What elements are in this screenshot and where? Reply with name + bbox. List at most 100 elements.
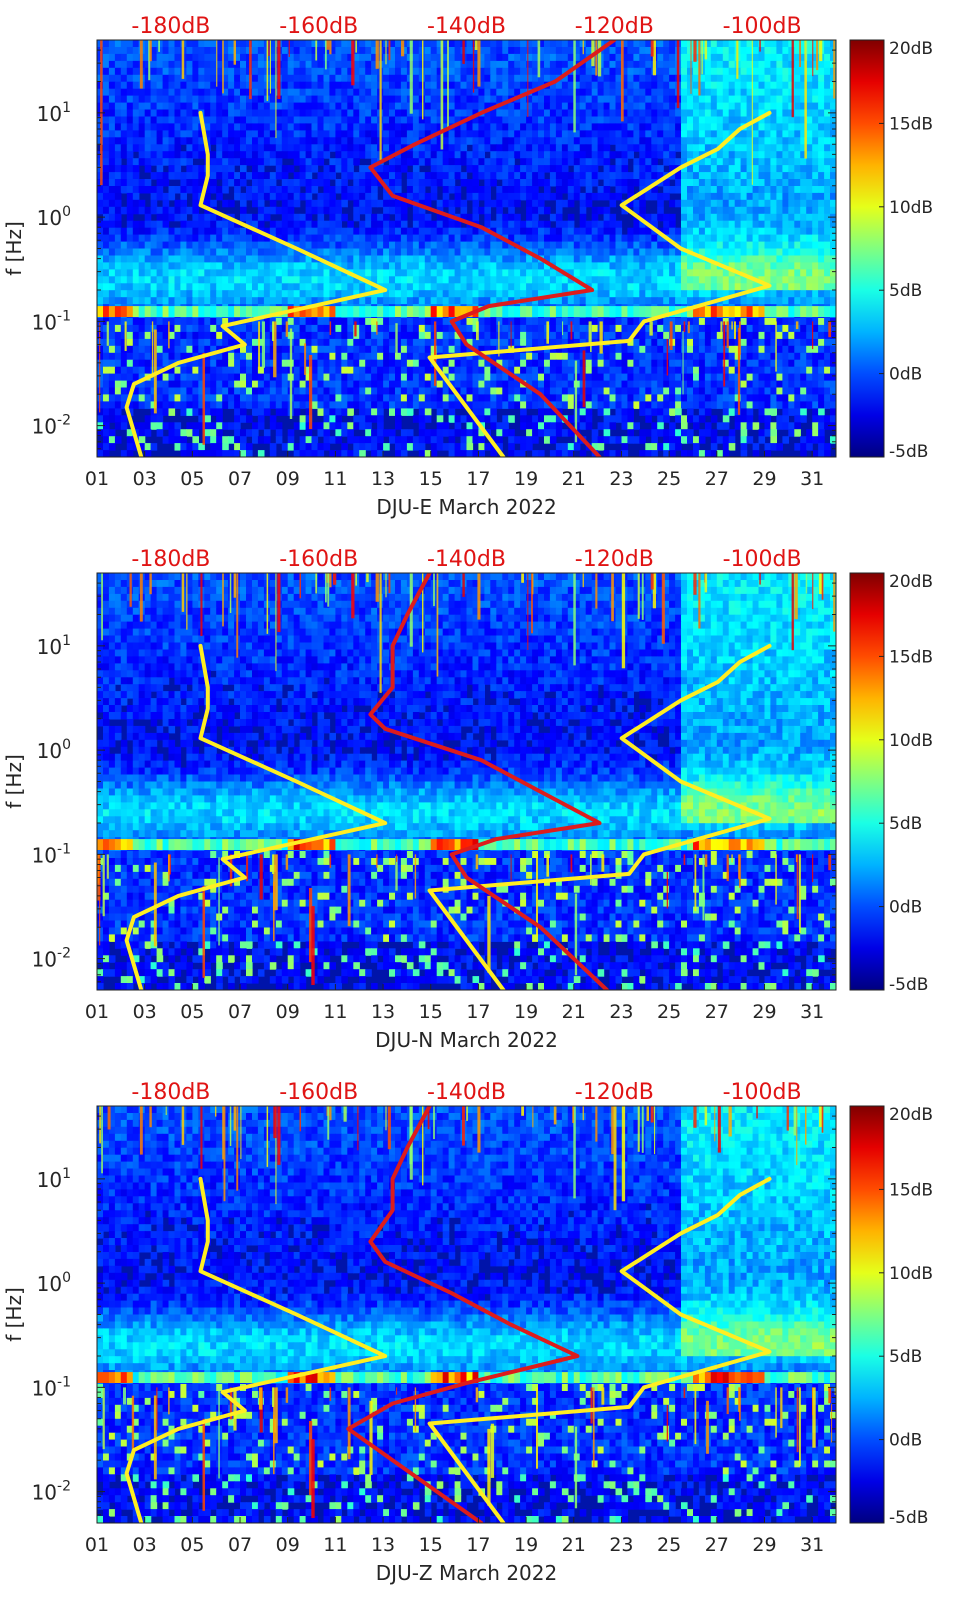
x-tick-label: 09 (276, 1001, 300, 1023)
colorbar-tick-label: 20dB (889, 572, 933, 592)
colorbar (850, 573, 884, 990)
colorbar-tick-label: 15dB (889, 114, 933, 134)
top-db-tick-label: -140dB (427, 547, 506, 572)
x-tick-label: 31 (800, 1534, 824, 1556)
x-tick-label: 07 (228, 468, 252, 490)
y-tick-label: 100 (37, 737, 71, 763)
x-tick-label: 17 (466, 1534, 490, 1556)
x-tick-label: 23 (609, 468, 633, 490)
x-tick-label: 29 (752, 1001, 776, 1023)
x-tick-label: 05 (180, 1534, 204, 1556)
x-tick-label: 17 (466, 1001, 490, 1023)
y-tick-label: 101 (37, 100, 71, 126)
colorbar-tick-label: 10dB (889, 731, 933, 751)
y-tick-label: 10-1 (32, 1374, 71, 1400)
x-tick-label: 11 (323, 468, 347, 490)
x-tick-label: 01 (85, 1001, 109, 1023)
x-tick-label: 19 (514, 1534, 538, 1556)
x-tick-label: 07 (228, 1534, 252, 1556)
colorbar-tick-label: 5dB (889, 281, 922, 301)
x-tick-label: 29 (752, 468, 776, 490)
x-tick-label: 03 (133, 1001, 157, 1023)
x-tick-label: 15 (419, 1534, 443, 1556)
x-tick-label: 15 (419, 468, 443, 490)
x-tick-label: 25 (657, 1534, 681, 1556)
y-tick-label: 100 (37, 1270, 71, 1296)
x-tick-label: 23 (609, 1001, 633, 1023)
top-db-tick-label: -140dB (427, 14, 506, 39)
x-tick-label: 21 (562, 1001, 586, 1023)
x-tick-label: 13 (371, 468, 395, 490)
y-tick-label: 101 (37, 633, 71, 659)
x-tick-label: 23 (609, 1534, 633, 1556)
x-tick-label: 01 (85, 468, 109, 490)
y-tick-label: 10-1 (32, 308, 71, 334)
x-tick-label: 15 (419, 1001, 443, 1023)
colorbar (850, 40, 884, 457)
spectrogram-image (97, 40, 837, 458)
x-tick-label: 17 (466, 468, 490, 490)
x-axis-label: DJU-N March 2022 (375, 1028, 558, 1052)
x-tick-label: 09 (276, 1534, 300, 1556)
y-axis-label: f [Hz] (2, 754, 26, 809)
x-tick-label: 31 (800, 1001, 824, 1023)
colorbar-tick-label: -5dB (889, 975, 928, 995)
x-tick-label: 21 (562, 1534, 586, 1556)
x-tick-label: 11 (323, 1001, 347, 1023)
colorbar-tick-label: 15dB (889, 1180, 933, 1200)
x-tick-label: 27 (705, 1534, 729, 1556)
colorbar-tick-label: 10dB (889, 198, 933, 218)
x-tick-label: 11 (323, 1534, 347, 1556)
x-tick-label: 25 (657, 1001, 681, 1023)
colorbar-tick-label: 20dB (889, 1105, 933, 1125)
top-db-tick-label: -100dB (723, 547, 802, 572)
top-db-tick-label: -120dB (575, 1080, 654, 1105)
x-axis-label: DJU-Z March 2022 (376, 1561, 557, 1585)
colorbar-tick-label: 5dB (889, 1347, 922, 1367)
top-db-tick-label: -140dB (427, 1080, 506, 1105)
colorbar-tick-label: 5dB (889, 814, 922, 834)
colorbar-tick-label: 0dB (889, 898, 922, 918)
x-tick-label: 29 (752, 1534, 776, 1556)
x-tick-label: 25 (657, 468, 681, 490)
top-db-tick-label: -100dB (723, 14, 802, 39)
x-tick-label: 05 (180, 1001, 204, 1023)
colorbar-tick-label: -5dB (889, 1508, 928, 1528)
x-axis-label: DJU-E March 2022 (376, 495, 556, 519)
top-db-tick-label: -160dB (279, 14, 358, 39)
colorbar-tick-label: 20dB (889, 39, 933, 59)
x-tick-label: 03 (133, 468, 157, 490)
x-tick-label: 09 (276, 468, 300, 490)
top-db-tick-label: -160dB (279, 1080, 358, 1105)
x-tick-label: 03 (133, 1534, 157, 1556)
top-db-tick-label: -180dB (131, 1080, 210, 1105)
spectrogram-image (97, 1106, 837, 1524)
y-tick-label: 10-2 (32, 413, 71, 439)
x-tick-label: 01 (85, 1534, 109, 1556)
top-db-tick-label: -180dB (131, 14, 210, 39)
x-tick-label: 13 (371, 1001, 395, 1023)
top-db-tick-label: -180dB (131, 547, 210, 572)
y-tick-label: 10-2 (32, 1479, 71, 1505)
y-tick-label: 101 (37, 1166, 71, 1192)
x-tick-label: 19 (514, 468, 538, 490)
y-axis-label: f [Hz] (2, 221, 26, 276)
spectrogram-panel: 01 03 05 07 09 11 13 15 17 19 21 23 25 27 29 31 DJU-Z Ma… (2, 1080, 933, 1585)
top-db-tick-label: -120dB (575, 14, 654, 39)
y-tick-label: 10-1 (32, 841, 71, 867)
colorbar (850, 1106, 884, 1523)
colorbar-tick-label: 0dB (889, 1431, 922, 1451)
y-tick-label: 10-2 (32, 946, 71, 972)
top-db-tick-label: -160dB (279, 547, 358, 572)
x-tick-label: 13 (371, 1534, 395, 1556)
x-tick-label: 21 (562, 468, 586, 490)
spectrogram-image (97, 573, 837, 991)
x-tick-label: 27 (705, 468, 729, 490)
y-tick-label: 100 (37, 204, 71, 230)
y-axis-label: f [Hz] (2, 1287, 26, 1342)
top-db-tick-label: -120dB (575, 547, 654, 572)
x-tick-label: 31 (800, 468, 824, 490)
